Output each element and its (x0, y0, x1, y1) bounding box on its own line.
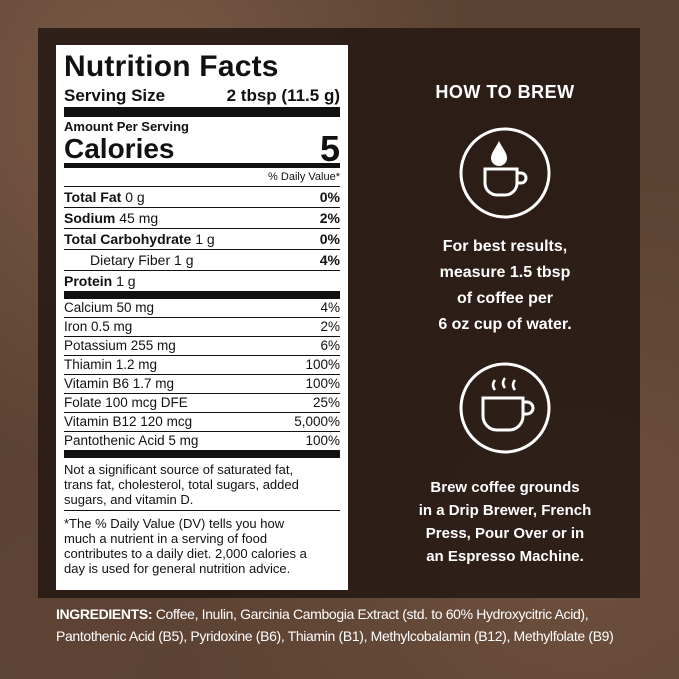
nutrient-dv: 0% (319, 231, 340, 247)
nutrient-left: Sodium 45 mg (64, 208, 158, 228)
ingredients-line: Pantothenic Acid (B5), Pyridoxine (B6), … (56, 628, 614, 644)
thick-rule (64, 291, 340, 299)
brew-step-2: Brew coffee grounds in a Drip Brewer, Fre… (385, 476, 625, 568)
vitamin-name: Potassium 255 mg (64, 338, 176, 353)
vitamin-row: Potassium 255 mg 6% (64, 337, 340, 356)
vitamin-name: Pantothenic Acid 5 mg (64, 433, 199, 448)
daily-value-header: % Daily Value* (64, 168, 340, 187)
cup-icon (459, 362, 551, 454)
step-line: an Espresso Machine. (426, 548, 584, 565)
nutrient-row: Dietary Fiber 1 g 4% (64, 250, 340, 271)
calories-row: Calories 5 (64, 128, 340, 169)
nutrient-amount: 0 g (125, 189, 145, 205)
footnote-line: much a nutrient in a serving of food (64, 531, 268, 546)
calories-label: Calories (64, 133, 175, 164)
vitamin-name: Iron 0.5 mg (64, 319, 133, 334)
step-line: 6 oz cup of water. (438, 316, 572, 333)
nutrient-name: Total Carbohydrate (64, 231, 192, 247)
nutrition-label: Nutrition Facts Serving Size 2 tbsp (11.… (56, 45, 348, 590)
step-line: Brew coffee grounds (430, 479, 580, 496)
vitamin-dv: 100% (305, 433, 340, 448)
vitamin-row: Iron 0.5 mg 2% (64, 318, 340, 337)
vitamin-rows: Calcium 50 mg 4% Iron 0.5 mg 2% Potassium 25… (64, 299, 340, 450)
vitamin-name: Thiamin 1.2 mg (64, 357, 158, 372)
footnote-1: Not a significant source of saturated fa… (64, 458, 340, 510)
serving-value: 2 tbsp (11.5 g) (226, 86, 340, 105)
vitamin-dv: 100% (305, 357, 340, 372)
vitamin-dv: 4% (320, 300, 340, 315)
footnote-line: sugars, and vitamin D. (64, 492, 194, 507)
footnote-line: Not a significant source of saturated fa… (64, 462, 294, 477)
medium-rule (64, 163, 340, 168)
vitamin-name: Vitamin B6 1.7 mg (64, 376, 175, 391)
nutrient-dv: 2% (319, 210, 340, 226)
nutrient-dv: 0% (319, 189, 340, 205)
step-line: in a Drip Brewer, French (418, 502, 592, 519)
footnote-2: *The % Daily Value (DV) tells you how muc… (64, 510, 340, 576)
step-line: measure 1.5 tbsp (439, 264, 571, 281)
ingredients-label: INGREDIENTS: (56, 606, 153, 622)
vitamin-dv: 2% (320, 319, 340, 334)
vitamin-row: Vitamin B6 1.7 mg 100% (64, 375, 340, 394)
nutrient-amount: 1 g (174, 252, 194, 268)
nutrient-dv: 4% (319, 252, 340, 268)
vitamin-row: Calcium 50 mg 4% (64, 299, 340, 318)
step-line: For best results, (442, 238, 568, 255)
nutrient-row: Sodium 45 mg 2% (64, 208, 340, 229)
drip-icon (459, 127, 551, 219)
nutrient-name: Protein (64, 273, 113, 289)
nutrient-left: Dietary Fiber 1 g (64, 250, 194, 270)
vitamin-dv: 25% (312, 395, 340, 410)
label-title: Nutrition Facts (64, 50, 279, 83)
nutrient-row: Total Fat 0 g 0% (64, 187, 340, 208)
footnote-line: *The % Daily Value (DV) tells you how (64, 516, 285, 531)
vitamin-row: Folate 100 mcg DFE 25% (64, 394, 340, 413)
footnote-line: trans fat, cholesterol, total sugars, ad… (64, 477, 299, 492)
amount-per-serving: Amount Per Serving (64, 119, 189, 134)
vitamin-row: Vitamin B12 120 mcg 5,000% (64, 413, 340, 432)
nutrient-name: Dietary Fiber (90, 252, 171, 268)
vitamin-name: Calcium 50 mg (64, 300, 155, 315)
nutrient-amount: 45 mg (119, 210, 159, 226)
serving-label: Serving Size (64, 86, 166, 105)
footnote-line: contributes to a daily diet. 2,000 calor… (64, 546, 307, 561)
thick-rule (64, 107, 340, 117)
vitamin-dv: 6% (320, 338, 340, 353)
ingredients: INGREDIENTS: Coffee, Inulin, Garcinia Ca… (56, 603, 614, 647)
main-rows: Total Fat 0 g 0% Sodium 45 mg 2% Total Carbo… (64, 187, 340, 291)
step-line: of coffee per (456, 290, 553, 307)
nutrient-left: Total Carbohydrate 1 g (64, 229, 215, 249)
step-line: Press, Pour Over or in (425, 525, 585, 542)
calories-value: 5 (319, 128, 340, 169)
vitamin-name: Vitamin B12 120 mcg (64, 414, 193, 429)
nutrient-name: Sodium (64, 210, 116, 226)
nutrient-name: Total Fat (64, 189, 122, 205)
nutrient-row: Protein 1 g (64, 271, 340, 291)
thick-rule (64, 450, 340, 458)
vitamin-row: Thiamin 1.2 mg 100% (64, 356, 340, 375)
ingredients-line: Coffee, Inulin, Garcinia Cambogia Extrac… (155, 606, 589, 622)
nutrient-left: Total Fat 0 g (64, 187, 145, 207)
nutrient-row: Total Carbohydrate 1 g 0% (64, 229, 340, 250)
nutrient-amount: 1 g (116, 273, 136, 289)
brew-step-1: For best results, measure 1.5 tbsp of coff… (385, 234, 625, 338)
nutrient-amount: 1 g (195, 231, 215, 247)
vitamin-name: Folate 100 mcg DFE (64, 395, 188, 410)
footnote-line: day is used for general nutrition advice… (64, 561, 291, 576)
vitamin-dv: 100% (305, 376, 340, 391)
vitamin-dv: 5,000% (294, 414, 340, 429)
brew-title: HOW TO BREW (435, 82, 575, 102)
serving-row: Serving Size 2 tbsp (11.5 g) (64, 85, 340, 107)
nutrient-left: Protein 1 g (64, 271, 136, 291)
vitamin-row: Pantothenic Acid 5 mg 100% (64, 432, 340, 450)
